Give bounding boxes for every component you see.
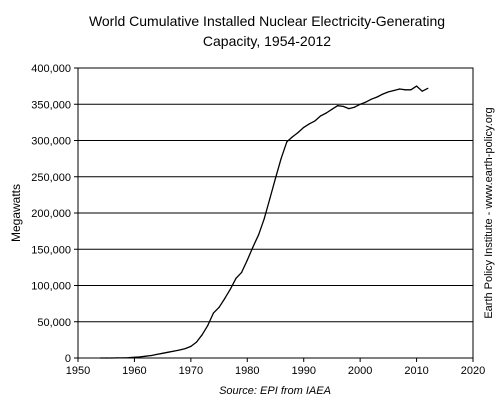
- data-point: [280, 158, 282, 160]
- data-point: [342, 105, 344, 108]
- x-tick-label: 1990: [291, 365, 315, 377]
- data-point: [410, 89, 412, 91]
- y-tick-label: 400,000: [31, 63, 71, 75]
- y-tick-label: 250,000: [31, 172, 71, 184]
- x-tick-label: 2010: [404, 365, 428, 377]
- data-point: [156, 353, 158, 355]
- data-point: [195, 341, 198, 343]
- data-point: [224, 297, 226, 300]
- data-point: [111, 357, 113, 359]
- data-point: [139, 356, 141, 358]
- data-point: [359, 103, 361, 105]
- data-point: [235, 277, 237, 279]
- data-point: [348, 108, 350, 110]
- y-tick-label: 100,000: [31, 281, 71, 293]
- data-point: [331, 108, 333, 110]
- data-point: [308, 123, 310, 125]
- data-point: [207, 324, 209, 326]
- data-point: [190, 345, 192, 347]
- data-point: [314, 120, 316, 122]
- data-point: [99, 357, 102, 359]
- data-point: [150, 354, 152, 357]
- data-point: [399, 88, 401, 90]
- y-tick-label: 300,000: [31, 136, 71, 148]
- data-point: [252, 246, 254, 248]
- gridlines: [78, 103, 473, 323]
- data-point: [303, 126, 305, 129]
- data-point: [286, 141, 288, 143]
- data-point: [116, 357, 119, 359]
- y-tick-label: 350,000: [31, 99, 71, 111]
- data-point: [376, 96, 378, 98]
- data-point: [178, 349, 181, 351]
- x-tick-label: 1950: [66, 365, 90, 377]
- y-tick-label: 150,000: [31, 244, 71, 256]
- data-point: [382, 93, 384, 95]
- data-point: [320, 115, 322, 117]
- data-point: [415, 85, 418, 87]
- data-point: [325, 112, 327, 114]
- data-point: [269, 197, 271, 200]
- data-point: [212, 312, 215, 314]
- x-tick-label: 1980: [235, 365, 259, 377]
- x-tick-label: 2000: [348, 365, 372, 377]
- data-point: [291, 136, 294, 138]
- data-point: [257, 234, 260, 236]
- y-tick-label: 0: [65, 353, 71, 365]
- source-note: Source: EPI from IAEA: [219, 385, 331, 397]
- data-point: [145, 355, 147, 357]
- y-axis-tick-labels: 0 50,000 100,000 150,000 200,000 250,000 300,0…: [31, 63, 78, 365]
- data-point: [201, 334, 203, 336]
- data-point: [365, 101, 367, 103]
- data-point: [297, 131, 299, 134]
- data-point: [128, 357, 130, 359]
- data-point: [133, 356, 136, 358]
- data-point: [353, 106, 356, 108]
- data-point: [421, 90, 423, 92]
- x-tick-label: 2020: [461, 365, 485, 377]
- data-point: [218, 306, 220, 308]
- series-line-installed-capacity: [100, 85, 429, 359]
- chart-title-line-1: World Cumulative Installed Nuclear Elect…: [89, 13, 445, 29]
- x-axis-tick-labels: 1950 1960 1970 1980 1990 2000 2010 2020: [66, 358, 485, 377]
- data-point: [370, 98, 373, 100]
- data-series-group: [99, 85, 429, 359]
- y-tick-label: 200,000: [31, 208, 71, 220]
- data-point: [105, 357, 107, 359]
- data-point: [162, 352, 164, 354]
- x-tick-label: 1960: [122, 365, 146, 377]
- y-axis-title: Megawatts: [9, 184, 23, 242]
- data-point: [241, 271, 243, 274]
- data-point: [427, 87, 429, 89]
- data-point: [404, 89, 406, 91]
- data-point: [184, 347, 186, 350]
- y-tick-label: 50,000: [37, 317, 71, 329]
- data-point: [387, 91, 389, 93]
- data-point: [229, 288, 231, 290]
- data-point: [336, 105, 339, 107]
- data-point: [122, 357, 124, 359]
- data-point: [167, 351, 169, 353]
- data-point: [274, 177, 277, 179]
- data-point: [393, 89, 395, 92]
- chart-title-line-2: Capacity, 1954-2012: [203, 33, 331, 49]
- side-credit-note: Earth Policy Institute - www.earth-polic…: [483, 107, 495, 318]
- x-tick-label: 1970: [179, 365, 203, 377]
- data-point: [263, 218, 265, 220]
- data-point: [246, 259, 248, 261]
- data-point: [173, 350, 175, 352]
